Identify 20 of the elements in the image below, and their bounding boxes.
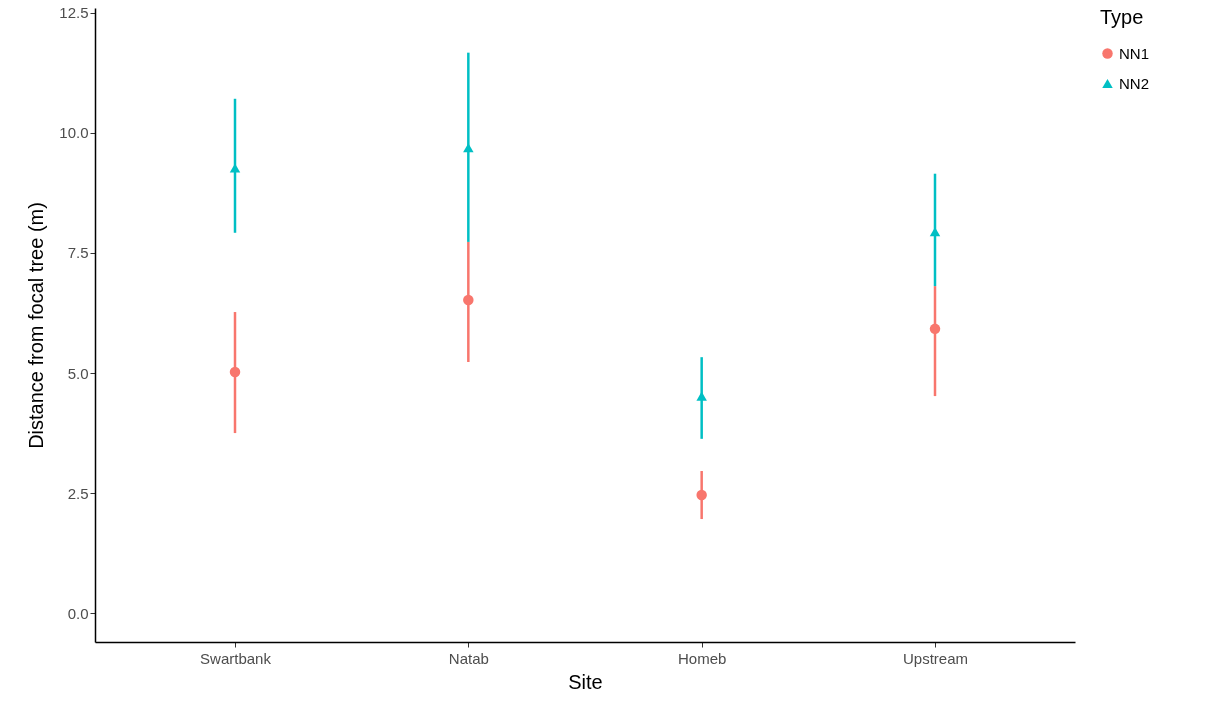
- point: [229, 366, 241, 378]
- y-tick-label: 5.0: [67, 364, 89, 382]
- x-tick-label: Natab: [448, 649, 489, 667]
- point: [463, 294, 474, 306]
- y-axis-title: Distance from focal tree (m): [25, 202, 48, 449]
- x-tick-label: Swartbank: [200, 649, 272, 667]
- y-tick-label: 10.0: [59, 124, 89, 142]
- y-tick-label: 0.0: [67, 604, 89, 622]
- y-tick-label: 2.5: [67, 484, 89, 502]
- point: [929, 323, 941, 335]
- legend-title: Type: [1100, 6, 1144, 28]
- y-tick-label: 12.5: [59, 4, 89, 22]
- y-tick-label: 7.5: [67, 244, 89, 262]
- x-tick-label: Upstream: [902, 649, 969, 667]
- point: [696, 489, 707, 501]
- point: [463, 143, 474, 153]
- legend-label: NN1: [1119, 44, 1150, 62]
- x-tick-label: Homeb: [677, 649, 727, 667]
- legend-label: NN2: [1119, 74, 1150, 92]
- x-axis-title: Site: [568, 670, 603, 693]
